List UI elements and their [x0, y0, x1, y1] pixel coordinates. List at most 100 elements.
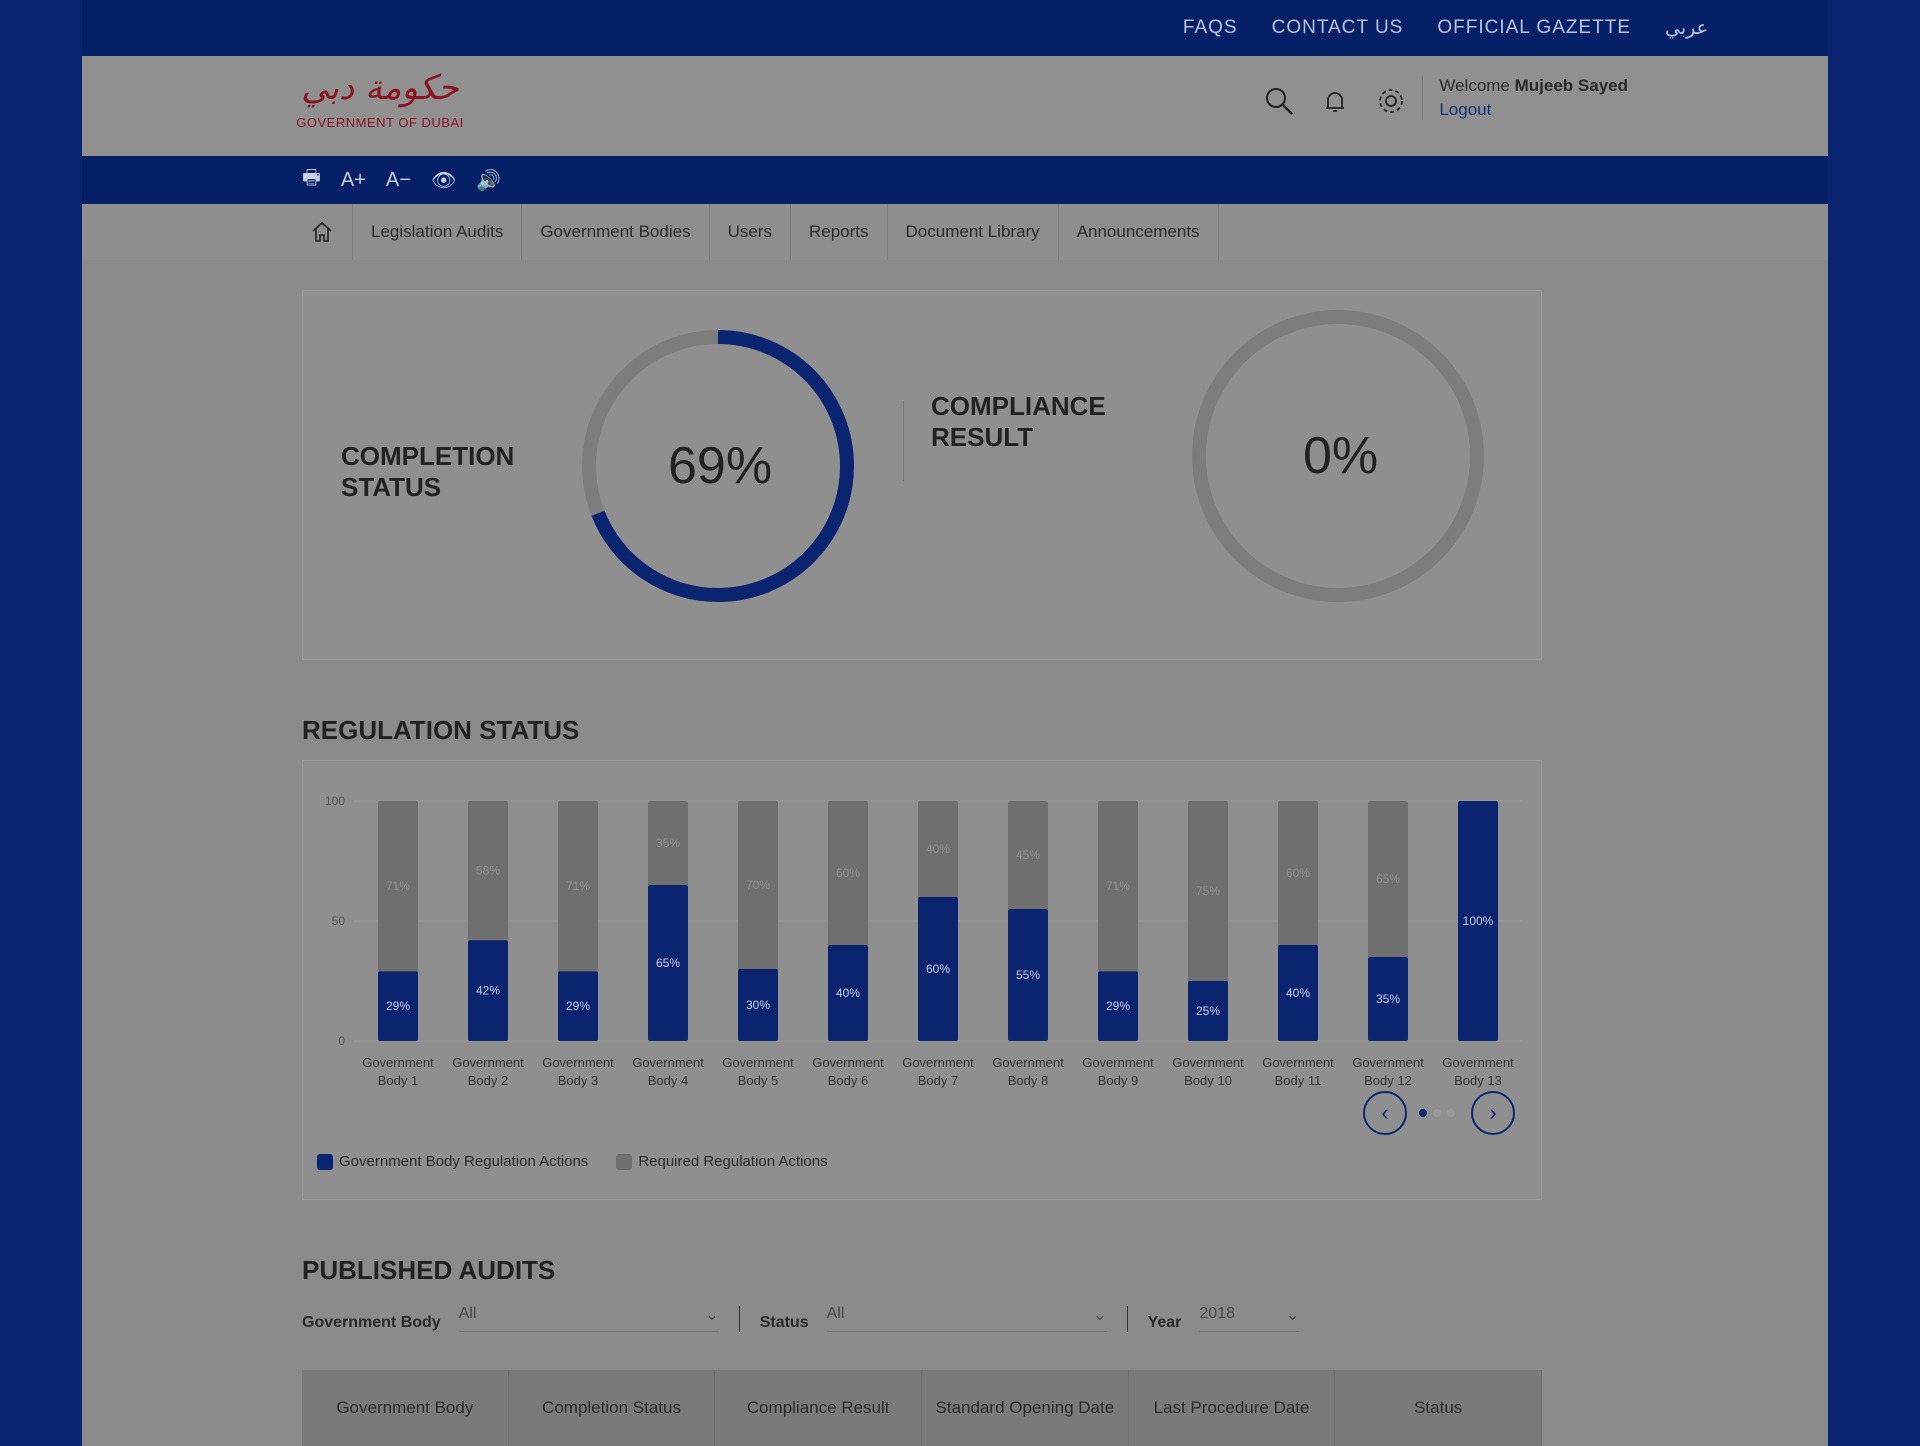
page-dot-1[interactable]	[1419, 1109, 1427, 1117]
menu-announcements[interactable]: Announcements	[1059, 204, 1219, 260]
bar-body-actions[interactable]	[828, 945, 868, 1041]
bell-icon[interactable]	[1318, 84, 1352, 118]
bar-body-actions[interactable]	[558, 971, 598, 1041]
arabic-language-link[interactable]: عربي	[1665, 17, 1708, 39]
x-tick-label: Body 5	[738, 1073, 778, 1088]
bar-body-actions[interactable]	[1008, 909, 1048, 1041]
gear-icon[interactable]	[1374, 84, 1408, 118]
legend-item-body-actions: Government Body Regulation Actions	[317, 1153, 588, 1171]
bar-body-actions[interactable]	[1188, 981, 1228, 1041]
search-icon[interactable]	[1262, 84, 1296, 118]
bar-label-required: 75%	[1196, 884, 1220, 898]
x-tick-label: Body 6	[828, 1073, 868, 1088]
chevron-down-icon: ⌄	[1286, 1307, 1300, 1324]
regulation-status-title: REGULATION STATUS	[302, 715, 580, 745]
x-tick-label: Government	[1172, 1055, 1244, 1070]
bar-body-actions[interactable]	[738, 969, 778, 1041]
bar-label-required: 70%	[746, 878, 770, 892]
x-tick-label: Body 8	[1008, 1073, 1048, 1088]
bar-label-body: 35%	[1376, 992, 1400, 1006]
bar-label-body: 29%	[1106, 999, 1130, 1013]
menu-legislation-audits[interactable]: Legislation Audits	[353, 204, 523, 260]
increase-font-button[interactable]: A+	[340, 168, 366, 191]
compliance-value: 0%	[1303, 427, 1379, 485]
y-tick-label: 0	[338, 1034, 345, 1048]
page: FAQS CONTACT US OFFICIAL GAZETTE عربي حك…	[82, 0, 1828, 1446]
home-icon[interactable]	[292, 204, 353, 260]
x-tick-label: Government	[542, 1055, 614, 1070]
bar-body-actions[interactable]	[468, 940, 508, 1041]
col-standard-opening-date[interactable]: Standard Opening Date	[922, 1370, 1129, 1446]
menu-users[interactable]: Users	[710, 204, 791, 260]
audits-table-header: Government Body Completion Status Compli…	[302, 1370, 1543, 1446]
contrast-icon[interactable]: 👁	[430, 169, 457, 192]
completion-value: 69%	[668, 437, 773, 495]
x-tick-label: Government	[812, 1055, 884, 1070]
x-tick-label: Body 12	[1364, 1073, 1412, 1088]
x-tick-label: Government	[1082, 1055, 1154, 1070]
menu-document-library[interactable]: Document Library	[888, 204, 1059, 260]
col-completion-status[interactable]: Completion Status	[509, 1370, 716, 1446]
official-gazette-link[interactable]: OFFICIAL GAZETTE	[1437, 17, 1632, 38]
user-welcome: Welcome Mujeeb Sayed Logout	[1422, 76, 1628, 120]
menu-government-bodies[interactable]: Government Bodies	[522, 204, 710, 260]
bar-label-required: 60%	[836, 866, 860, 880]
compliance-ring	[1192, 310, 1484, 602]
bar-label-body: 40%	[1286, 986, 1310, 1000]
x-tick-label: Government	[452, 1055, 524, 1070]
x-tick-label: Body 11	[1275, 1073, 1322, 1088]
col-government-body[interactable]: Government Body	[302, 1370, 509, 1446]
bar-body-actions[interactable]	[648, 885, 688, 1041]
regulation-chart: 0 50 100 29% 71% Government Body 1 42% 58% Govern…	[325, 794, 1523, 1088]
published-audits-title: PUBLISHED AUDITS	[302, 1255, 556, 1285]
x-tick-label: Government	[902, 1055, 974, 1070]
speaker-icon[interactable]: 🔊	[476, 169, 502, 192]
print-icon[interactable]: 🖶	[302, 167, 321, 189]
menu-reports[interactable]: Reports	[791, 204, 888, 260]
bar-body-actions[interactable]	[1098, 971, 1138, 1041]
completion-status-label: COMPLETION STATUS	[341, 441, 515, 503]
bar-label-required: 45%	[1016, 848, 1040, 862]
x-tick-label: Body 10	[1184, 1073, 1232, 1088]
bar-body-actions[interactable]	[1368, 957, 1408, 1041]
x-tick-label: Government	[992, 1055, 1064, 1070]
x-tick-label: Government	[1262, 1055, 1334, 1070]
compliance-result-label: COMPLIANCE RESULT	[931, 391, 1106, 453]
chart-prev-button[interactable]: ‹	[1363, 1091, 1407, 1135]
col-status[interactable]: Status	[1335, 1370, 1543, 1446]
x-tick-label: Government	[632, 1055, 704, 1070]
year-filter-label: Year	[1147, 1314, 1182, 1331]
logout-link[interactable]: Logout	[1439, 100, 1492, 119]
bar-body-actions[interactable]	[378, 971, 418, 1041]
bar-label-body: 40%	[836, 986, 860, 1000]
bar-label-required: 71%	[386, 879, 410, 893]
page-dot-2[interactable]	[1433, 1109, 1441, 1117]
bar-body-actions[interactable]	[1278, 945, 1318, 1041]
status-card: COMPLETION STATUS 69% COMPLIANCE RESULT 0%	[302, 290, 1542, 660]
page-dot-3[interactable]	[1447, 1109, 1455, 1117]
government-of-dubai-logo[interactable]: حكومة دبي GOVERNMENT OF DUBAI	[296, 66, 463, 146]
decrease-font-button[interactable]: A−	[385, 168, 411, 191]
header: حكومة دبي GOVERNMENT OF DUBAI Welcome Mu…	[82, 56, 1828, 156]
chevron-down-icon: ⌄	[1093, 1307, 1107, 1324]
col-compliance-result[interactable]: Compliance Result	[715, 1370, 923, 1446]
status-select[interactable]: All ⌄	[826, 1305, 1107, 1332]
divider	[903, 401, 904, 481]
x-tick-label: Body 2	[468, 1073, 508, 1088]
bar-label-required: 71%	[1106, 879, 1130, 893]
faqs-link[interactable]: FAQS	[1182, 17, 1238, 38]
year-select[interactable]: 2018 ⌄	[1199, 1305, 1300, 1332]
completion-ring	[582, 330, 854, 602]
divider	[738, 1306, 740, 1332]
x-tick-label: Body 7	[918, 1073, 958, 1088]
col-last-procedure-date[interactable]: Last Procedure Date	[1129, 1370, 1336, 1446]
contact-us-link[interactable]: CONTACT US	[1271, 17, 1404, 38]
bar-label-body: 65%	[656, 956, 680, 970]
bar-body-actions[interactable]	[1458, 801, 1498, 1041]
government-body-select[interactable]: All ⌄	[458, 1305, 719, 1332]
x-tick-label: Government	[1442, 1055, 1514, 1070]
chart-next-button[interactable]: ›	[1471, 1091, 1515, 1135]
bar-label-body: 29%	[566, 999, 590, 1013]
x-tick-label: Government	[1352, 1055, 1424, 1070]
bar-body-actions[interactable]	[918, 897, 958, 1041]
